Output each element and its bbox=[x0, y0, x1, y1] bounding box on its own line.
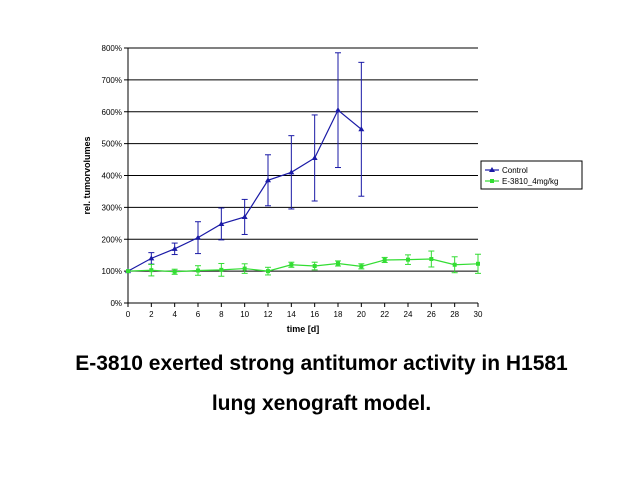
legend: Control E-3810_4mg/kg bbox=[480, 160, 583, 190]
series-line bbox=[127, 258, 479, 273]
x-tick-label: 16 bbox=[310, 310, 319, 319]
x-tick-label: 18 bbox=[334, 310, 343, 319]
data-point bbox=[359, 264, 364, 269]
x-tick-label: 0 bbox=[126, 310, 131, 319]
data-point bbox=[265, 177, 271, 183]
data-point bbox=[358, 126, 365, 132]
x-tick-label: 20 bbox=[357, 310, 366, 319]
x-tick-label: 6 bbox=[196, 310, 201, 319]
x-tick-label: 26 bbox=[427, 310, 436, 319]
x-tick-label: 8 bbox=[219, 310, 224, 319]
x-tick-label: 14 bbox=[287, 310, 296, 319]
data-point bbox=[289, 262, 294, 267]
data-point bbox=[126, 269, 130, 274]
y-tick-label: 700% bbox=[102, 76, 122, 85]
y-axis-ticks: 0% 100% 200% 300% 400% 500% 600% 700% 800% bbox=[102, 44, 128, 308]
x-tick-label: 24 bbox=[404, 310, 413, 319]
x-tick-label: 30 bbox=[474, 310, 483, 319]
x-tick-label: 10 bbox=[240, 310, 249, 319]
legend-label: E-3810_4mg/kg bbox=[502, 177, 558, 186]
legend-marker bbox=[489, 167, 495, 172]
legend-marker bbox=[490, 179, 494, 183]
x-tick-label: 12 bbox=[264, 310, 273, 319]
data-point bbox=[429, 257, 434, 262]
data-point bbox=[311, 154, 318, 160]
data-point bbox=[266, 269, 270, 274]
legend-item: E-3810_4mg/kg bbox=[485, 177, 558, 186]
x-tick-label: 4 bbox=[172, 310, 177, 319]
series-layer bbox=[125, 52, 481, 277]
series-e3810 bbox=[126, 250, 481, 277]
x-tick-label: 22 bbox=[380, 310, 389, 319]
caption-line-1: E-3810 exerted strong antitumor activity… bbox=[75, 352, 568, 375]
y-tick-label: 400% bbox=[102, 172, 122, 181]
data-point bbox=[218, 220, 225, 226]
data-point bbox=[452, 262, 457, 267]
data-point bbox=[219, 267, 224, 272]
data-point bbox=[476, 261, 480, 266]
x-axis-ticks: 0 2 4 6 8 10 12 14 16 18 20 22 24 26 28 30 bbox=[126, 303, 483, 319]
series-control bbox=[125, 52, 365, 274]
data-point bbox=[335, 107, 341, 113]
y-tick-label: 600% bbox=[102, 108, 122, 117]
data-point bbox=[195, 234, 201, 240]
y-tick-label: 300% bbox=[102, 203, 122, 212]
data-point bbox=[242, 266, 247, 271]
y-tick-label: 200% bbox=[102, 235, 122, 244]
caption-line-2: lung xenograft model. bbox=[211, 392, 432, 415]
data-point bbox=[336, 261, 340, 266]
data-point bbox=[171, 245, 178, 251]
x-tick-label: 2 bbox=[149, 310, 154, 319]
data-point bbox=[196, 268, 200, 273]
y-tick-label: 500% bbox=[102, 140, 122, 149]
x-tick-label: 28 bbox=[450, 310, 459, 319]
legend-label: Control bbox=[502, 166, 528, 175]
data-point bbox=[382, 257, 387, 262]
data-point bbox=[406, 257, 410, 262]
legend-item: Control bbox=[485, 166, 528, 175]
data-point bbox=[149, 268, 154, 273]
y-axis-title: rel. tumorvolumes bbox=[82, 136, 92, 214]
y-tick-label: 0% bbox=[110, 299, 122, 308]
data-point bbox=[172, 269, 177, 274]
data-point bbox=[288, 169, 295, 175]
legend-box bbox=[480, 160, 583, 190]
data-point bbox=[312, 264, 317, 269]
x-axis-title: time [d] bbox=[287, 324, 320, 334]
data-point bbox=[241, 213, 248, 219]
data-point bbox=[148, 255, 155, 261]
y-tick-label: 800% bbox=[102, 44, 122, 53]
y-tick-label: 100% bbox=[102, 267, 122, 276]
